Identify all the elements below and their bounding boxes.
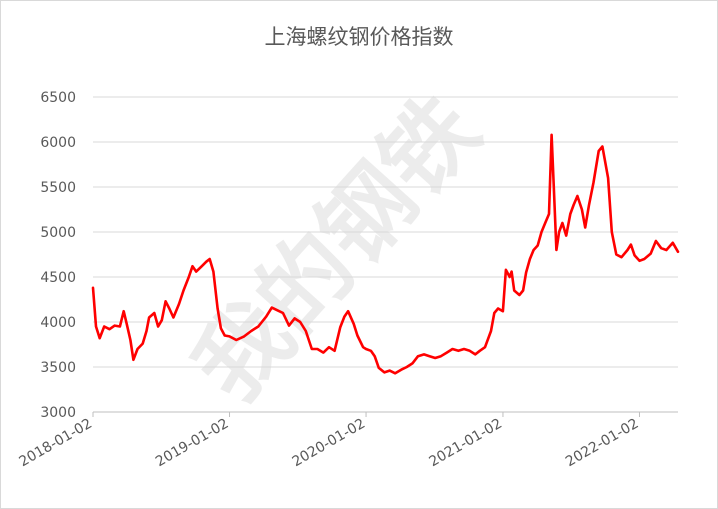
series-layer <box>91 133 680 375</box>
x-axis: 2018-01-02 2019-01-02 2020-01-02 2021-01-02… <box>17 412 641 471</box>
x-tick-label: 2019-01-02 <box>153 416 231 471</box>
watermark: 我的钢铁 <box>174 76 500 421</box>
y-tick-label: 5500 <box>40 180 76 196</box>
y-tick-label: 5000 <box>40 225 76 241</box>
grid-lines <box>93 96 678 413</box>
y-tick-label: 3500 <box>40 360 76 376</box>
y-tick-label: 3000 <box>40 405 76 421</box>
y-tick-label: 4000 <box>40 315 76 331</box>
x-tick-label: 2020-01-02 <box>290 416 368 471</box>
y-tick-label: 6500 <box>40 90 76 106</box>
x-tick-label: 2021-01-02 <box>426 416 504 471</box>
x-tick-label: 2022-01-02 <box>563 416 641 471</box>
y-axis: 3000 3500 4000 4500 5000 5500 6000 6500 <box>40 90 76 421</box>
chart-title: 上海螺纹钢价格指数 <box>265 25 454 49</box>
y-tick-label: 4500 <box>40 270 76 286</box>
series-line-0 <box>91 133 680 375</box>
x-tick-label: 2018-01-02 <box>17 416 95 471</box>
y-tick-label: 6000 <box>40 135 76 151</box>
